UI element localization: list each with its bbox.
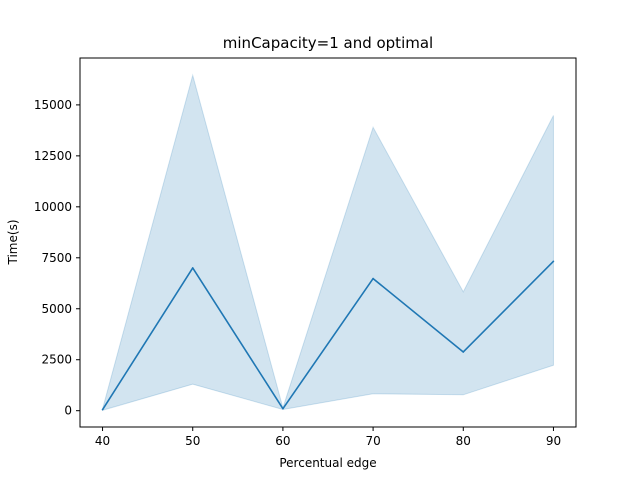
x-tick-label: 90 [546, 434, 561, 448]
y-tick-label: 2500 [41, 353, 72, 367]
x-tick-label: 60 [275, 434, 290, 448]
plot-frame [79, 57, 577, 428]
data-point [282, 407, 284, 410]
series-line [101, 260, 555, 411]
x-axis-label: Percentual edge [279, 456, 376, 470]
chart-title: minCapacity=1 and optimal [223, 34, 433, 52]
x-tick-label: 80 [456, 434, 471, 448]
y-tick-label: 10000 [34, 200, 72, 214]
y-axis-label: Time(s) [6, 220, 20, 266]
x-axis: 40 50 60 70 80 90 [95, 427, 561, 448]
data-point [101, 408, 104, 411]
data-point [462, 351, 465, 353]
y-axis: 0 2500 5000 7500 10000 12500 15000 [34, 98, 80, 418]
plot-area [101, 73, 555, 411]
data-point [552, 260, 555, 263]
x-tick-label: 40 [95, 434, 110, 448]
y-tick-label: 7500 [41, 251, 72, 265]
x-tick-label: 50 [185, 434, 200, 448]
data-point [191, 267, 194, 269]
y-tick-label: 5000 [41, 302, 72, 316]
data-point [372, 277, 374, 280]
x-tick-label: 70 [365, 434, 380, 448]
y-tick-label: 12500 [34, 149, 72, 163]
y-tick-label: 0 [64, 404, 72, 418]
y-tick-label: 15000 [34, 98, 72, 112]
